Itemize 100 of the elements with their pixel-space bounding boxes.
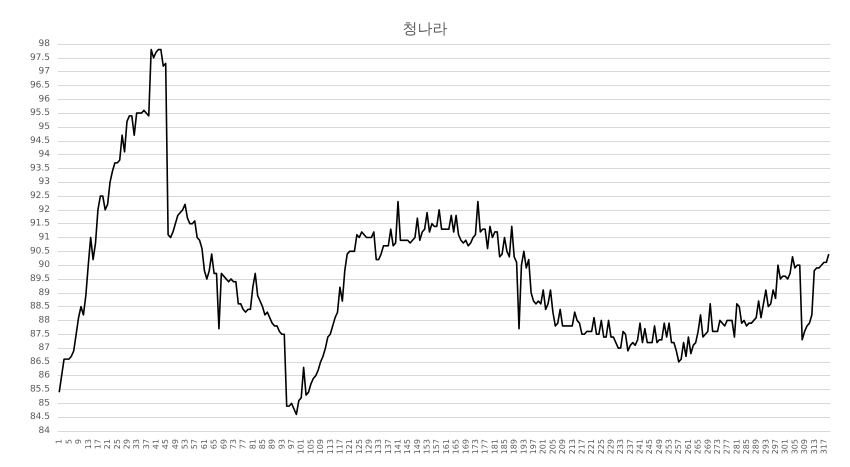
- x-tick-label: 297: [771, 439, 780, 454]
- x-tick-label: 73: [228, 439, 238, 450]
- chart-title: 청나라: [402, 20, 448, 38]
- x-tick-label: 193: [519, 439, 528, 454]
- x-tick-label: 301: [780, 439, 790, 454]
- x-tick-label: 101: [296, 439, 306, 454]
- x-tick-label: 313: [810, 439, 819, 454]
- y-tick-label: 85.5: [30, 384, 50, 395]
- x-tick-label: 165: [452, 439, 461, 454]
- x-tick-label: 9: [74, 439, 84, 444]
- y-tick-label: 95: [38, 122, 50, 132]
- x-tick-label: 45: [161, 439, 170, 450]
- x-tick-label: 77: [238, 439, 248, 450]
- x-tick-label: 281: [732, 439, 742, 454]
- x-tick-label: 105: [306, 439, 316, 454]
- x-tick-label: 265: [694, 439, 703, 454]
- y-tick-label: 94.5: [30, 136, 50, 146]
- x-tick-label: 233: [616, 439, 626, 454]
- x-tick-label: 133: [374, 439, 384, 454]
- y-tick-label: 90: [38, 260, 50, 270]
- x-tick-label: 25: [112, 439, 122, 450]
- y-tick-label: 88.5: [30, 302, 50, 312]
- y-tick-label: 90.5: [30, 246, 50, 256]
- x-tick-label: 237: [626, 439, 635, 454]
- x-tick-label: 177: [480, 439, 490, 454]
- x-tick-label: 209: [558, 439, 568, 454]
- x-tick-label: 185: [500, 439, 509, 454]
- x-tick-label: 137: [384, 439, 393, 454]
- x-tick-label: 293: [761, 439, 770, 454]
- x-tick-label: 13: [84, 439, 93, 450]
- x-tick-label: 241: [636, 439, 645, 454]
- x-tick-label: 149: [412, 439, 422, 454]
- y-tick-label: 86.5: [30, 356, 50, 367]
- x-tick-label: 69: [219, 439, 228, 450]
- x-tick-label: 57: [190, 439, 200, 450]
- x-tick-label: 157: [432, 439, 442, 454]
- y-tick-label: 89.5: [30, 274, 50, 284]
- x-tick-label: 189: [510, 439, 519, 454]
- y-tick-label: 98: [38, 39, 50, 49]
- y-tick-label: 97: [38, 66, 50, 77]
- x-tick-label: 173: [470, 439, 480, 454]
- x-tick-label: 85: [258, 439, 267, 450]
- x-tick-label: 309: [800, 439, 810, 454]
- x-tick-label: 317: [819, 439, 828, 454]
- y-tick-label: 89: [38, 288, 50, 298]
- y-tick-label: 87: [38, 343, 50, 354]
- y-tick-label: 92.5: [30, 191, 50, 202]
- y-tick-label: 87.5: [30, 329, 50, 340]
- x-tick-label: 37: [142, 439, 151, 450]
- x-tick-label: 145: [403, 439, 412, 454]
- y-tick-label: 96.5: [30, 80, 50, 90]
- y-tick-label: 93.5: [30, 163, 50, 174]
- y-tick-label: 94: [38, 150, 50, 160]
- y-tick-label: 95.5: [30, 108, 50, 118]
- x-tick-label: 225: [596, 439, 606, 454]
- x-tick-label: 153: [422, 439, 432, 454]
- x-tick-label: 17: [93, 439, 102, 450]
- x-tick-label: 269: [703, 439, 712, 454]
- x-tick-label: 161: [442, 439, 451, 454]
- y-tick-label: 92: [38, 204, 50, 215]
- x-tick-label: 125: [354, 439, 364, 454]
- x-tick-label: 41: [152, 439, 161, 450]
- y-tick-label: 91: [38, 232, 50, 242]
- y-tick-label: 91.5: [30, 218, 50, 229]
- x-tick-label: 221: [587, 439, 596, 454]
- x-tick-label: 89: [268, 439, 277, 450]
- x-tick-label: 289: [752, 439, 761, 454]
- x-tick-label: 93: [277, 439, 286, 450]
- x-tick-label: 261: [684, 439, 693, 454]
- x-tick-label: 33: [132, 439, 142, 450]
- x-tick-label: 213: [568, 439, 577, 454]
- x-tick-label: 245: [645, 439, 654, 454]
- x-tick-label: 197: [529, 439, 538, 454]
- x-tick-label: 5: [64, 439, 74, 444]
- x-tick-label: 49: [170, 439, 180, 450]
- x-tick-label: 201: [538, 439, 548, 454]
- x-tick-label: 169: [461, 439, 470, 454]
- x-tick-label: 229: [606, 439, 616, 454]
- x-tick-label: 277: [722, 439, 732, 454]
- x-tick-label: 97: [287, 439, 296, 450]
- y-tick-label: 96: [38, 94, 50, 104]
- x-tick-label: 285: [742, 439, 752, 454]
- y-tick-label: 85: [38, 398, 50, 408]
- x-tick-label: 141: [394, 439, 403, 454]
- x-tick-label: 65: [210, 439, 219, 450]
- y-tick-label: 84.5: [30, 412, 50, 422]
- x-tick-label: 181: [490, 439, 500, 454]
- x-tick-label: 109: [316, 439, 326, 454]
- x-tick-label: 53: [180, 439, 190, 450]
- x-tick-label: 29: [122, 439, 132, 450]
- x-tick-label: 273: [712, 439, 722, 454]
- x-tick-label: 113: [326, 439, 335, 454]
- x-tick-label: 21: [103, 439, 112, 450]
- line-series: [58, 48, 830, 416]
- x-tick-label: 121: [345, 439, 354, 454]
- x-tick-label: 257: [674, 439, 684, 454]
- x-tick-label: 205: [548, 439, 558, 454]
- x-tick-label: 117: [335, 439, 344, 454]
- y-tick-label: 97.5: [30, 52, 50, 63]
- x-tick-label: 61: [200, 439, 209, 450]
